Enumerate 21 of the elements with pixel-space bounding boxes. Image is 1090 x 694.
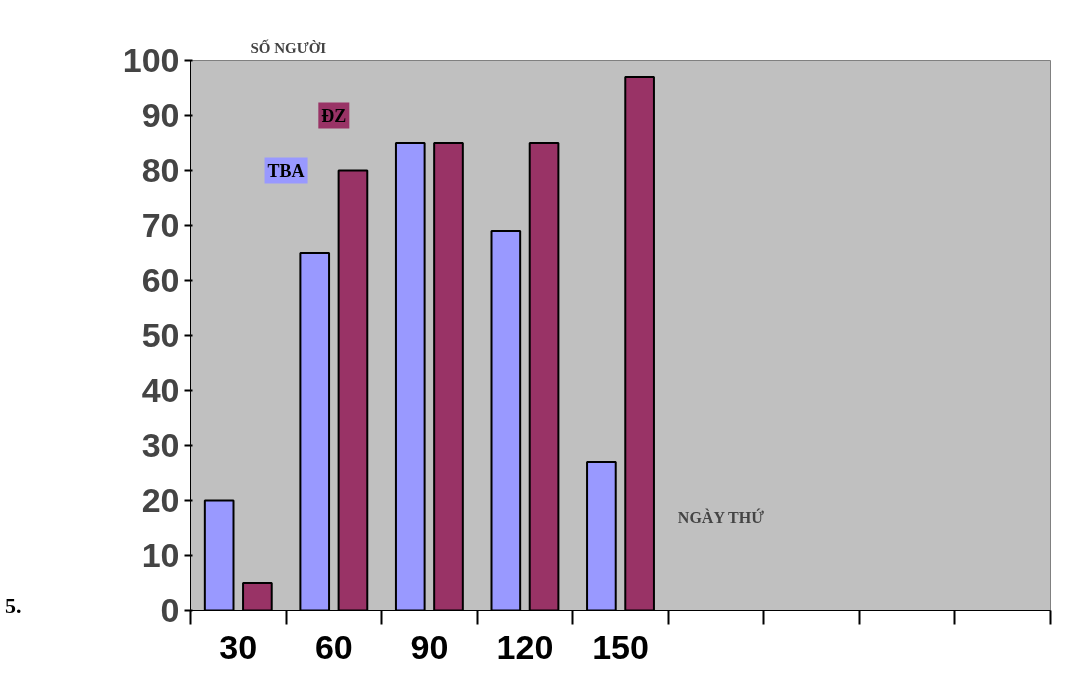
y-tick-label: 80 (141, 151, 180, 189)
x-tick-label: 150 (592, 627, 649, 666)
y-tick-label: 50 (141, 316, 180, 354)
x-tick-label: 120 (496, 627, 554, 666)
x-tick-label: 30 (219, 627, 258, 666)
y-tick-label: 10 (141, 536, 180, 574)
text: 5. (5, 592, 22, 620)
y-tick-label: 90 (141, 96, 180, 134)
y-tick-label: 20 (141, 481, 180, 519)
y-tick-label: 100 (122, 41, 180, 79)
y-tick-label: 70 (141, 206, 180, 244)
y-tick-label: 30 (141, 426, 180, 464)
y-tick-label: 60 (141, 261, 180, 299)
x-tick-label: 60 (314, 627, 353, 666)
x-tick-label: 90 (410, 627, 449, 666)
y-axis-title: SỐ NGƯỜI (250, 38, 327, 56)
y-tick-label: 40 (141, 371, 180, 409)
text: ĐZ (321, 105, 347, 126)
text: TBA (267, 160, 305, 181)
y-tick-label: 0 (160, 591, 180, 629)
x-axis-title: NGÀY THỨ (677, 507, 765, 526)
